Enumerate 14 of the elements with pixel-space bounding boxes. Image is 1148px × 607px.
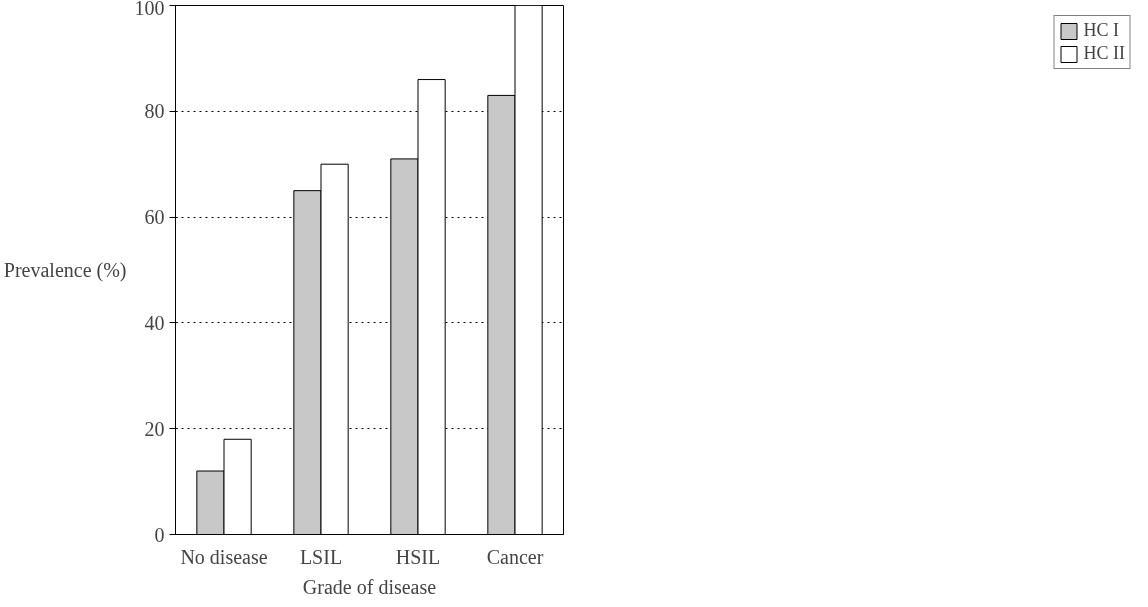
y-tick-label: 20 <box>144 417 165 440</box>
y-tick-label: 80 <box>144 100 165 123</box>
x-tick-label: No disease <box>180 545 268 568</box>
y-tick-label: 0 <box>154 523 165 546</box>
legend-label: HC II <box>1083 43 1125 64</box>
y-tick-label: 100 <box>134 0 165 19</box>
y-tick-label: 40 <box>144 311 165 334</box>
x-tick-label: HSIL <box>395 545 441 568</box>
x-tick-label: LSIL <box>299 545 343 568</box>
y-axis-title: Prevalence (%) <box>3 259 127 282</box>
x-axis-title: Grade of disease <box>302 575 437 598</box>
x-tick-label: Cancer <box>486 545 544 568</box>
y-tick-label: 60 <box>144 206 165 229</box>
legend-label: HC I <box>1083 20 1119 41</box>
